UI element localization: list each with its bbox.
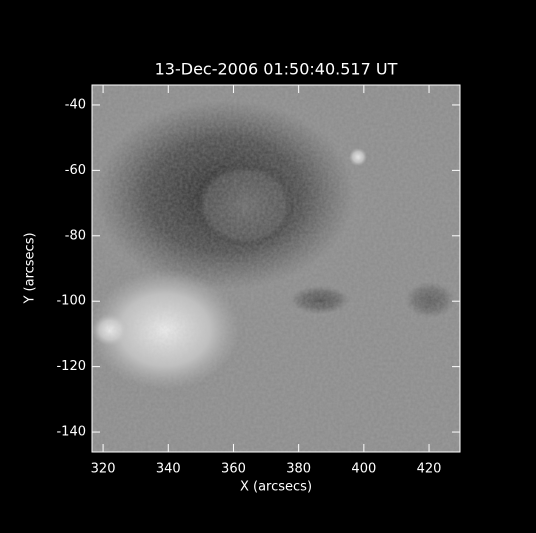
x-tick-label: 380 [286, 462, 311, 477]
y-tick-label: -60 [65, 163, 86, 178]
x-tick-label: 340 [156, 462, 181, 477]
x-tick-label: 400 [351, 462, 376, 477]
y-tick-label: -40 [65, 97, 86, 112]
chart: 13-Dec-2006 01:50:40.517 UT X (arcsecs) … [0, 0, 536, 533]
y-tick-label: -80 [65, 228, 86, 243]
x-tick-label: 320 [91, 462, 116, 477]
x-tick-label: 360 [221, 462, 246, 477]
x-axis-label: X (arcsecs) [240, 480, 312, 495]
magnetogram-image [90, 85, 460, 452]
y-axis-label: Y (arcsecs) [23, 232, 38, 304]
y-tick-label: -120 [56, 359, 86, 374]
chart-title: 13-Dec-2006 01:50:40.517 UT [155, 60, 398, 79]
y-tick-label: -100 [56, 294, 86, 309]
y-tick-label: -140 [56, 425, 86, 440]
x-tick-label: 420 [417, 462, 442, 477]
